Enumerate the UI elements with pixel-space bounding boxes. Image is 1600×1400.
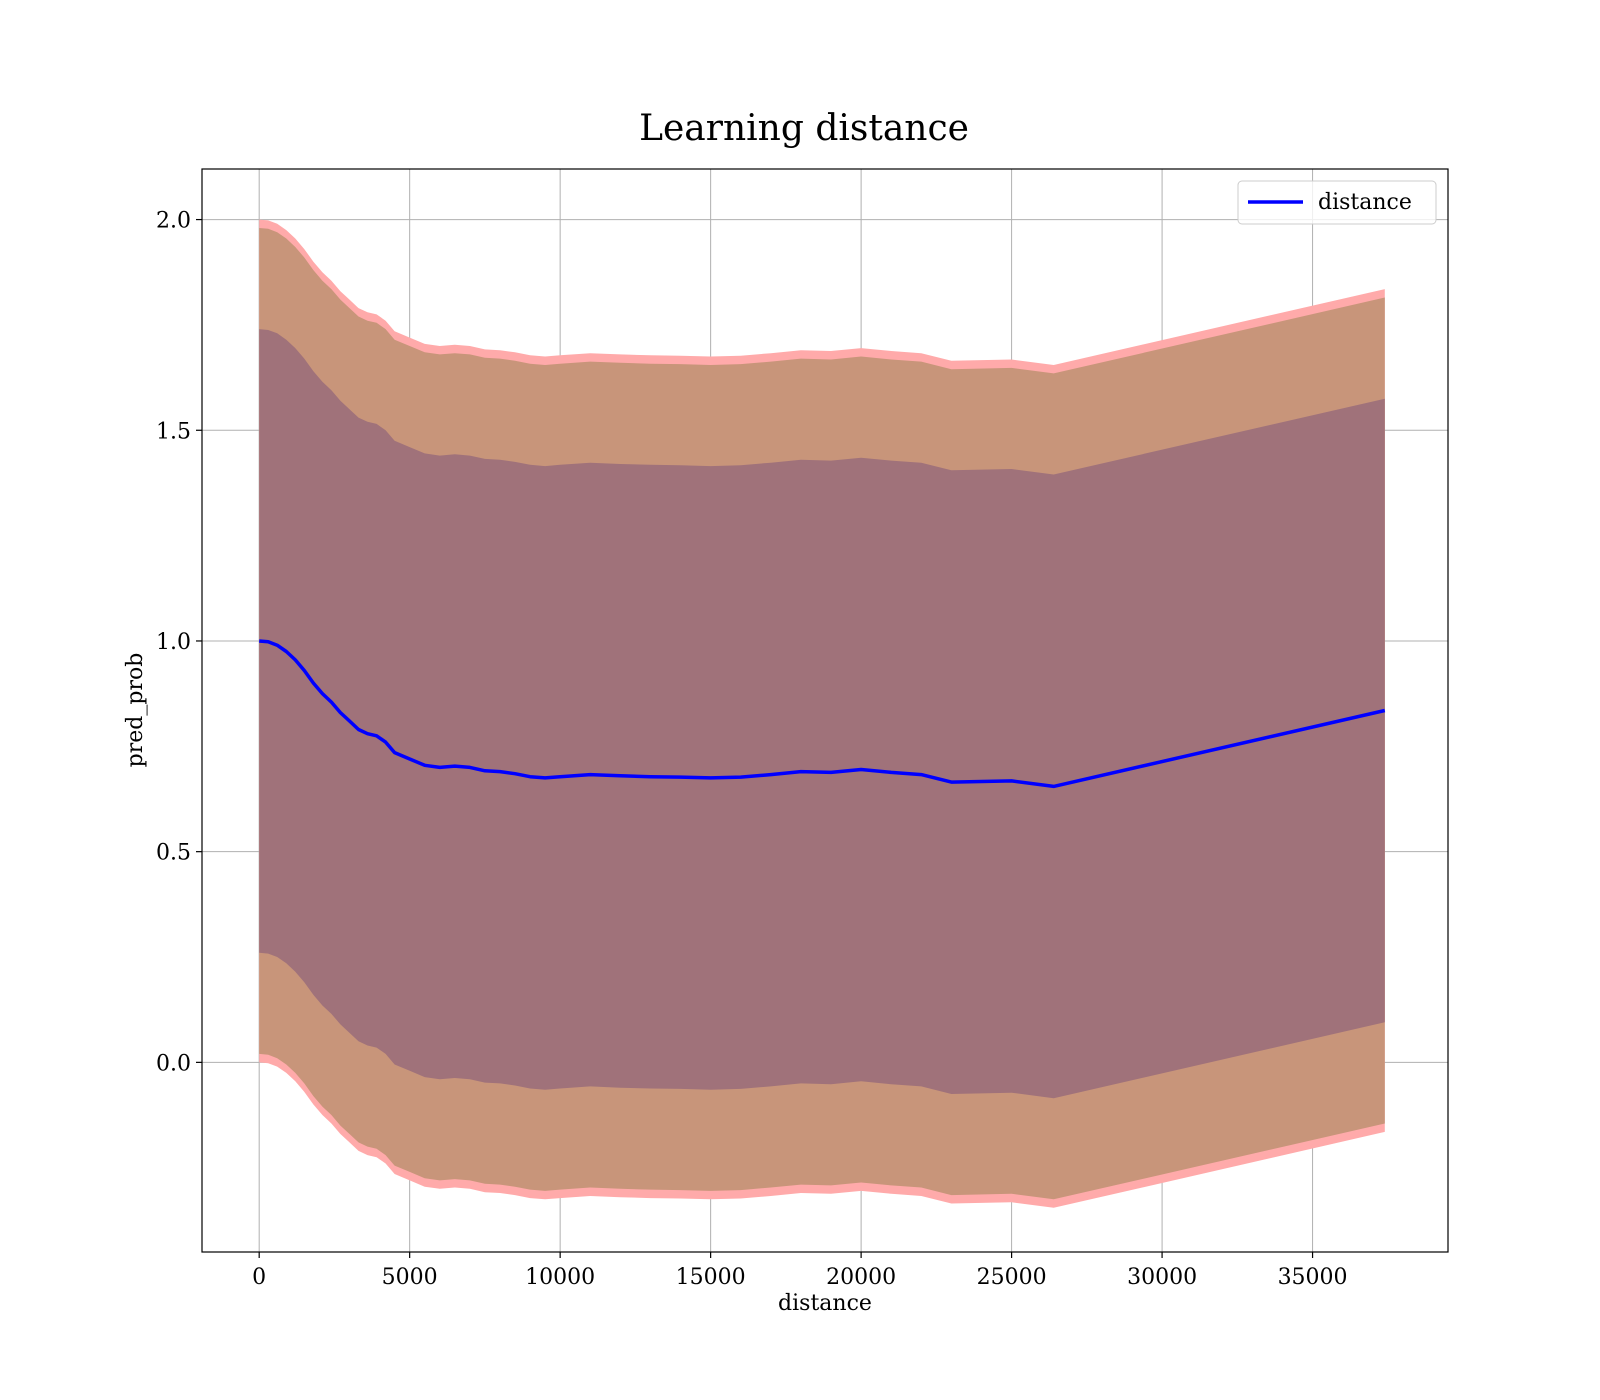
- y-tick-label-4: 2.0: [156, 209, 191, 234]
- legend-label-distance: distance: [1318, 190, 1412, 215]
- x-tick-label-0: 0: [252, 1265, 266, 1290]
- legend-box: [1237, 180, 1437, 225]
- y-axis-label: pred_prob: [123, 653, 148, 768]
- y-tick-label-1: 0.5: [156, 841, 191, 866]
- band-inner: [259, 329, 1385, 1099]
- x-tick-label-4: 20000: [826, 1265, 896, 1290]
- y-tick-label-0: 0.0: [156, 1051, 191, 1076]
- y-tick-label-2: 1.0: [156, 630, 191, 655]
- x-tick-label-2: 10000: [525, 1265, 595, 1290]
- confidence-bands: [259, 219, 1385, 1208]
- series-line-distance: [259, 639, 1386, 789]
- chart-title: Learning distance: [639, 108, 969, 149]
- x-tick-label-5: 25000: [977, 1265, 1047, 1290]
- x-axis-ticks: 0 5000 10000 15000 20000 25000 30000 35000: [252, 1252, 1348, 1290]
- y-axis-ticks: 0.0 0.5 1.0 1.5 2.0: [156, 209, 202, 1076]
- x-tick-label-1: 5000: [382, 1265, 438, 1290]
- x-axis-label: distance: [778, 1291, 872, 1316]
- x-tick-label-6: 30000: [1127, 1265, 1197, 1290]
- x-tick-label-3: 15000: [676, 1265, 746, 1290]
- plot-frame: [201, 168, 1449, 1253]
- y-tick-label-3: 1.5: [156, 419, 191, 444]
- x-tick-label-7: 35000: [1278, 1265, 1348, 1290]
- series-lines: [259, 639, 1386, 789]
- legend: distance: [1237, 180, 1437, 225]
